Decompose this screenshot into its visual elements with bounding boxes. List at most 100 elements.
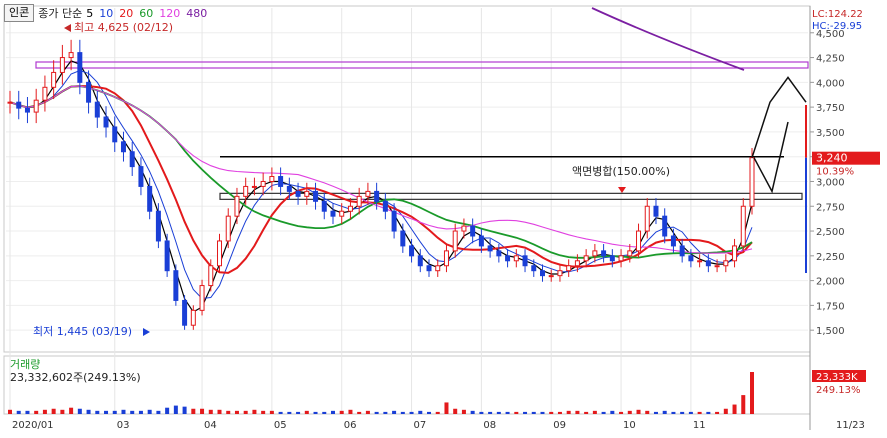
- candle-body: [339, 210, 345, 217]
- price-tick-label: 4,500: [816, 29, 845, 40]
- x-axis-label: 06: [344, 420, 357, 431]
- ma-legend-item[interactable]: 480: [186, 6, 208, 20]
- volume-bar: [130, 410, 135, 414]
- candle-body: [24, 107, 30, 113]
- price-tick-label: 2,500: [816, 227, 845, 238]
- price-tick-label: 2,000: [816, 277, 845, 288]
- volume-bar: [313, 411, 318, 414]
- volume-bar: [16, 410, 21, 414]
- price-tick-label: 1,750: [816, 301, 845, 312]
- candle-body: [269, 176, 275, 182]
- volume-bar: [95, 410, 100, 414]
- volume-bar: [217, 409, 222, 414]
- candle-body: [51, 71, 57, 88]
- projection-path: [751, 76, 807, 158]
- candle-body: [86, 81, 92, 103]
- candle-body: [147, 185, 153, 212]
- price-tick-label: 4,250: [816, 54, 845, 65]
- candle-body: [697, 260, 703, 263]
- volume-bar: [732, 404, 737, 414]
- x-axis-label: 04: [204, 420, 217, 431]
- current-change-label: 10.39%: [816, 167, 854, 178]
- candle-body: [487, 245, 493, 252]
- price-tick-label: 2,750: [816, 202, 845, 213]
- volume-bar: [8, 409, 12, 414]
- volume-bar: [601, 411, 606, 414]
- volume-bar: [540, 411, 545, 414]
- x-axis-label: 09: [553, 420, 566, 431]
- support-band: [219, 192, 803, 200]
- moving-average-line: [9, 85, 753, 274]
- volume-bar: [34, 410, 39, 414]
- candle-body: [400, 230, 406, 247]
- volume-bar: [592, 410, 597, 414]
- candle-body: [103, 116, 109, 128]
- low-arrow-icon: [143, 328, 150, 336]
- ma-legend-item[interactable]: 60: [139, 6, 154, 20]
- candle-body: [321, 200, 327, 212]
- candle-body: [592, 250, 598, 257]
- ma-legend-item[interactable]: 5: [86, 6, 94, 20]
- candle-body: [670, 235, 676, 247]
- candle-body: [77, 52, 83, 83]
- ma-legend-item[interactable]: 10: [99, 6, 114, 20]
- candle-body: [548, 275, 554, 278]
- candle-body: [295, 190, 301, 197]
- volume-bar: [208, 409, 213, 414]
- price-tick-label: 1,500: [816, 326, 845, 337]
- volume-bar: [688, 411, 693, 414]
- volume-bar: [86, 409, 91, 414]
- volume-bar: [287, 411, 292, 414]
- candle-body: [243, 185, 249, 197]
- candle-body: [7, 101, 13, 104]
- volume-bar: [112, 410, 117, 414]
- volume-bar: [121, 409, 126, 414]
- candle-body: [330, 210, 336, 217]
- volume-bar: [435, 411, 440, 414]
- candle-body: [749, 157, 755, 207]
- candle-body: [662, 215, 668, 237]
- ma-legend-item[interactable]: 120: [159, 6, 181, 20]
- volume-bar: [147, 409, 152, 414]
- volume-bar: [409, 411, 414, 414]
- current-price-label: 3,240: [816, 152, 848, 165]
- volume-bar: [278, 411, 283, 414]
- volume-bar: [505, 411, 510, 414]
- volume-bar: [496, 411, 501, 414]
- candle-body: [347, 205, 353, 212]
- candle-body: [461, 225, 467, 232]
- ma-legend-item[interactable]: 20: [119, 6, 134, 20]
- price-tick-label: 4,000: [816, 78, 845, 89]
- price-panel-frame: [3, 5, 811, 353]
- candle-body: [112, 126, 118, 143]
- candle-body: [732, 245, 738, 262]
- candle-body: [33, 99, 39, 113]
- volume-bar: [243, 410, 248, 414]
- volume-bar: [461, 409, 466, 414]
- moving-average-480-line: [591, 7, 745, 71]
- volume-bar: [680, 411, 685, 414]
- volume-bar: [25, 410, 30, 414]
- volume-bar: [60, 409, 65, 414]
- volume-bar: [392, 410, 397, 414]
- candle-body: [513, 255, 519, 262]
- candle-body: [566, 265, 572, 272]
- volume-bar: [706, 411, 711, 414]
- moving-average-line: [9, 85, 753, 254]
- x-axis-label: 2020/01: [12, 420, 54, 431]
- candle-body: [522, 255, 528, 267]
- candle-body: [278, 176, 284, 187]
- volume-bar: [575, 410, 580, 414]
- candle-body: [68, 52, 74, 59]
- volume-bar: [173, 405, 178, 414]
- volume-bar: [191, 408, 196, 414]
- candle-body: [531, 265, 537, 272]
- volume-panel-frame: [3, 355, 811, 415]
- volume-bar: [42, 409, 47, 414]
- candle-body: [286, 185, 292, 192]
- stock-name-button[interactable]: 인콘: [4, 4, 35, 22]
- x-axis-label: 05: [274, 420, 287, 431]
- candle-body: [557, 270, 563, 277]
